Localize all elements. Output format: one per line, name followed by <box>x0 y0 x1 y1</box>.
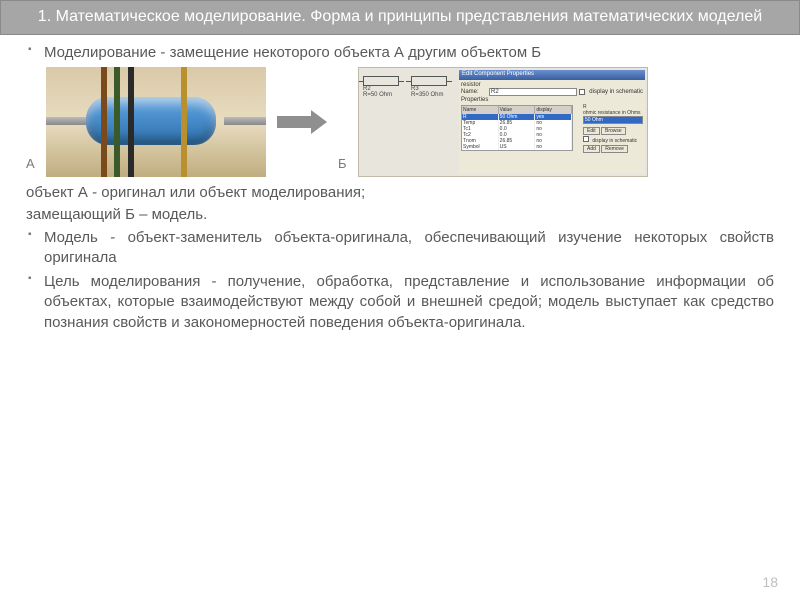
col-display: display <box>535 106 572 114</box>
cell: no <box>535 144 572 150</box>
slide-content: Моделирование - замещение некоторого объ… <box>0 35 800 333</box>
label-b: Б <box>338 156 352 177</box>
arrow-right-icon <box>277 110 327 134</box>
add-button[interactable]: Add <box>583 145 600 153</box>
page-number: 18 <box>762 574 778 590</box>
dialog-title-text: Edit Component Properties <box>462 71 534 77</box>
name-input[interactable]: R2 <box>489 88 577 96</box>
resistor-lead-left <box>46 117 88 125</box>
color-band <box>101 67 107 177</box>
bullet-model-def: Модель - объект-заменитель объекта-ориги… <box>26 228 774 269</box>
resistor-symbol-icon <box>411 76 447 86</box>
illustration-row: А Б R2 R=50 Ohm <box>26 67 774 177</box>
label-a: А <box>26 156 40 177</box>
property-edit-panel: R ohmic resistance in Ohms 50 Ohm Edit B… <box>583 104 643 154</box>
edit-button[interactable]: Edit <box>583 127 600 135</box>
prop-hint: ohmic resistance in Ohms <box>583 110 643 116</box>
resistor-symbol-icon <box>363 76 399 86</box>
name-label: Name: <box>461 89 487 95</box>
photo-resistor <box>46 67 266 177</box>
color-band <box>128 67 134 177</box>
slide-title: 1. Математическое моделирование. Форма и… <box>0 0 800 35</box>
screenshot-simulator: R2 R=50 Ohm R3 R=350 Ohm Edit Component … <box>358 67 648 177</box>
val-label: R=50 Ohm <box>363 92 399 98</box>
display-schem-label: display in schematic <box>589 89 643 95</box>
bullet-modeling-def: Моделирование - замещение некоторого объ… <box>26 43 774 63</box>
table-row[interactable]: SymbolUSno <box>462 144 572 150</box>
bullet-goal: Цель моделирования - получение, обработк… <box>26 272 774 333</box>
display-checkbox[interactable] <box>579 89 585 95</box>
dialog-titlebar: Edit Component Properties <box>459 70 645 80</box>
remove-button[interactable]: Remove <box>601 145 628 153</box>
resistor-lead-right <box>224 117 266 125</box>
properties-label: Properties <box>461 97 643 103</box>
color-band <box>181 67 187 177</box>
cell: US <box>499 144 536 150</box>
value-input[interactable]: 50 Ohm <box>583 116 643 124</box>
browse-button[interactable]: Browse <box>601 127 626 135</box>
display-checkbox[interactable] <box>583 136 589 142</box>
table-header: Name Value display <box>462 106 572 114</box>
arrow-container <box>272 110 332 134</box>
col-name: Name <box>462 106 499 114</box>
schematic-area: R2 R=50 Ohm R3 R=350 Ohm <box>363 76 455 100</box>
val-label: R=350 Ohm <box>411 92 447 98</box>
cell: Symbol <box>462 144 499 150</box>
color-band <box>114 67 120 177</box>
text-object-b: замещающий Б – модель. <box>26 205 774 225</box>
properties-table[interactable]: Name Value display R50 OhmyesTemp26.85no… <box>461 105 573 151</box>
display-schem-label2: display in schematic <box>592 138 637 144</box>
col-value: Value <box>499 106 536 114</box>
text-object-a: объект А - оригинал или объект моделиров… <box>26 183 774 203</box>
dialog-body: resistor Name: R2 display in schematic P… <box>459 80 645 174</box>
